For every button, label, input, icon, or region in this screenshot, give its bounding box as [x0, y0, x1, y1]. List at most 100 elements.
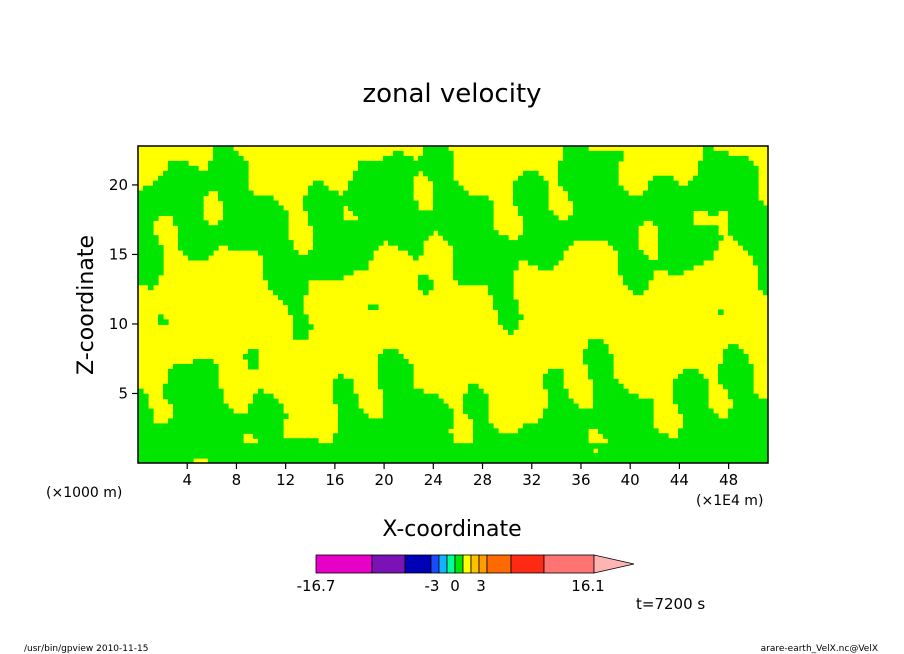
negative-cell [698, 205, 704, 211]
negative-cell [218, 453, 224, 459]
negative-cell [623, 393, 629, 400]
negative-cell [138, 413, 144, 420]
negative-cell [148, 240, 154, 246]
negative-cell [178, 200, 184, 207]
negative-cell [343, 443, 349, 449]
negative-cell [478, 195, 484, 202]
negative-cell [338, 210, 344, 216]
negative-cell [363, 254, 369, 261]
negative-cell [498, 304, 504, 311]
negative-cell [348, 269, 354, 276]
negative-cell [178, 165, 184, 172]
negative-cell [228, 210, 234, 216]
negative-cell [143, 235, 149, 241]
negative-cell [678, 235, 684, 241]
negative-cell [393, 225, 399, 231]
negative-cell [308, 443, 314, 449]
negative-cell [763, 418, 768, 424]
negative-cell [578, 175, 584, 182]
negative-cell [553, 433, 559, 439]
negative-cell [743, 413, 749, 420]
negative-cell [603, 195, 609, 202]
negative-cell [188, 190, 194, 197]
negative-cell [183, 408, 189, 415]
negative-cell [193, 398, 199, 405]
negative-cell [243, 220, 249, 226]
negative-cell [493, 289, 499, 296]
negative-cell [333, 393, 339, 400]
negative-cell [238, 195, 244, 202]
negative-cell [238, 413, 244, 420]
negative-cell [603, 428, 609, 434]
negative-cell [388, 433, 394, 439]
negative-cell [728, 225, 734, 231]
negative-cell [468, 215, 474, 221]
negative-cell [518, 448, 524, 454]
negative-cell [313, 274, 319, 281]
negative-cell [513, 453, 519, 459]
negative-cell [663, 175, 669, 182]
negative-cell [563, 458, 569, 463]
negative-cell [573, 423, 579, 429]
negative-cell [343, 413, 349, 420]
negative-cell [763, 433, 768, 439]
negative-cell [603, 413, 609, 420]
negative-cell [693, 393, 699, 400]
negative-cell [553, 388, 559, 395]
negative-cell [183, 185, 189, 192]
negative-cell [568, 398, 574, 405]
negative-cell [438, 215, 444, 221]
negative-cell [623, 428, 629, 434]
negative-cell [748, 225, 754, 231]
negative-cell [603, 418, 609, 424]
negative-cell [383, 383, 389, 390]
negative-cell [448, 453, 454, 459]
negative-cell [593, 210, 599, 216]
negative-cell [598, 363, 604, 370]
negative-cell [568, 423, 574, 429]
negative-cell [708, 418, 714, 424]
negative-cell [293, 299, 299, 306]
negative-cell [158, 190, 164, 197]
x-unit-label: (×1E4 m) [696, 493, 763, 509]
negative-cell [598, 393, 604, 400]
negative-cell [718, 175, 724, 182]
negative-cell [738, 423, 744, 429]
negative-cell [583, 358, 589, 365]
negative-cell [338, 413, 344, 420]
negative-cell [358, 418, 364, 424]
negative-cell [253, 220, 259, 226]
negative-cell [558, 443, 564, 449]
negative-cell [548, 264, 554, 271]
negative-cell [753, 418, 759, 424]
negative-cell [178, 220, 184, 226]
negative-cell [618, 428, 624, 434]
negative-cell [743, 195, 749, 202]
negative-cell [283, 225, 289, 231]
negative-cell [748, 438, 754, 444]
negative-cell [658, 200, 664, 207]
negative-cell [268, 448, 274, 454]
negative-cell [193, 403, 199, 410]
negative-cell [478, 235, 484, 241]
negative-cell [293, 438, 299, 444]
negative-cell [608, 220, 614, 226]
negative-cell [168, 160, 174, 167]
negative-cell [308, 264, 314, 271]
negative-cell [278, 453, 284, 459]
negative-cell [328, 274, 334, 281]
negative-cell [413, 210, 419, 216]
negative-cell [388, 170, 394, 177]
negative-cell [628, 269, 634, 276]
negative-cell [453, 225, 459, 231]
negative-cell [588, 344, 594, 350]
negative-cell [463, 215, 469, 221]
negative-cell [393, 373, 399, 380]
negative-cell [518, 210, 524, 216]
negative-cell [473, 264, 479, 271]
negative-cell [468, 245, 474, 251]
negative-cell [438, 175, 444, 182]
negative-cell [458, 235, 464, 241]
negative-cell [513, 299, 519, 306]
negative-cell [178, 205, 184, 211]
